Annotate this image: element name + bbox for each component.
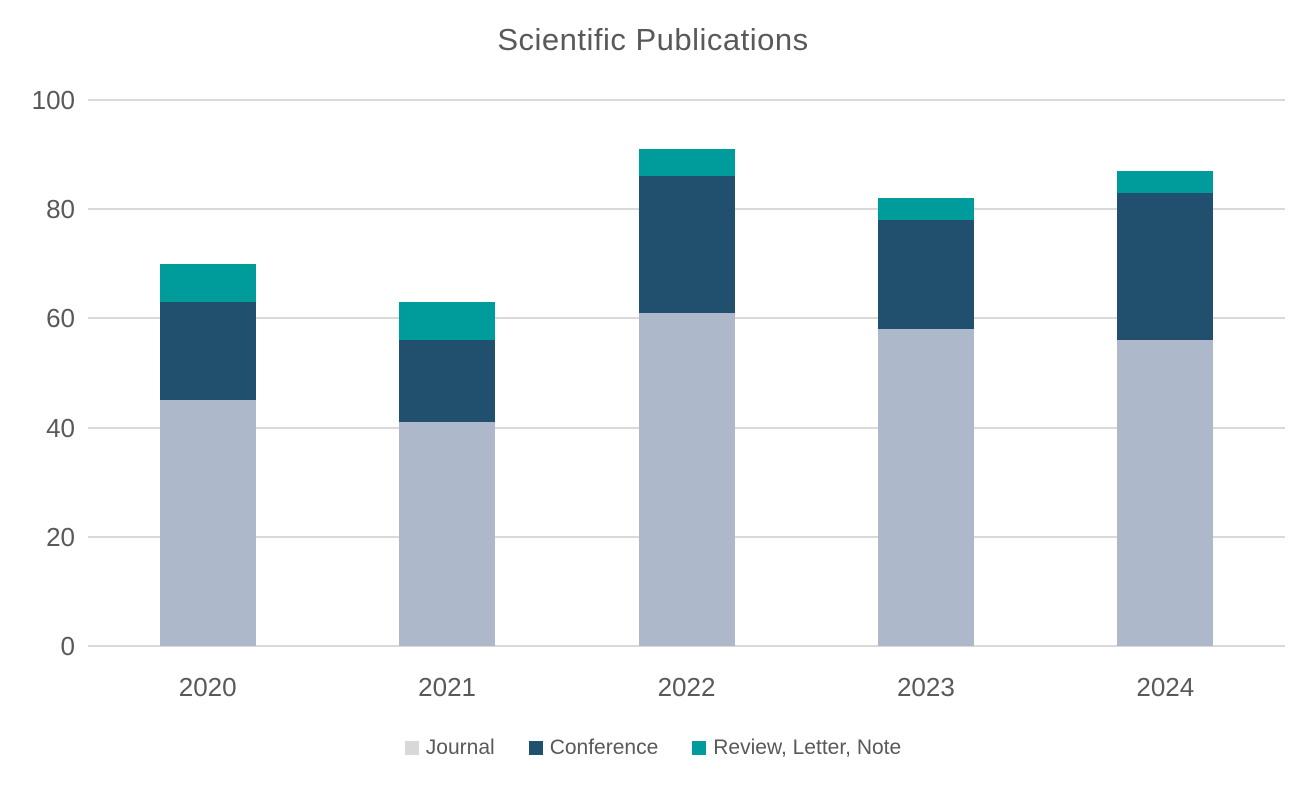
legend-swatch-conference-icon bbox=[528, 741, 543, 755]
bar-2023 bbox=[877, 100, 974, 646]
y-tick-label-20: 20 bbox=[46, 521, 75, 552]
chart-title: Scientific Publications bbox=[497, 22, 809, 57]
gridline-100 bbox=[88, 99, 1285, 101]
x-tick-label-2021: 2021 bbox=[418, 672, 477, 702]
bar-segment-2022-review-letter-note bbox=[638, 149, 735, 177]
legend: Journal Conference Review, Letter, Note bbox=[0, 736, 1306, 760]
y-tick-label-60: 60 bbox=[46, 303, 75, 334]
bar-segment-2024-review-letter-note bbox=[1117, 171, 1214, 193]
legend-swatch-review-letter-note-icon bbox=[692, 741, 707, 755]
x-tick-label-2023: 2023 bbox=[896, 672, 955, 702]
bar-segment-2020-review-letter-note bbox=[159, 263, 256, 303]
gridline-0 bbox=[88, 645, 1285, 647]
bar-segment-2022-conference bbox=[638, 176, 735, 313]
bar-2021 bbox=[399, 100, 496, 646]
bar-segment-2024-conference bbox=[1117, 192, 1214, 341]
bar-segment-2020-conference bbox=[159, 302, 256, 401]
legend-item-conference: Conference bbox=[528, 736, 659, 760]
y-tick-label-100: 100 bbox=[31, 85, 75, 115]
legend-label-conference: Conference bbox=[549, 736, 659, 759]
bars bbox=[88, 100, 1285, 646]
bar-segment-2022-journal bbox=[638, 312, 735, 646]
bar-segment-2023-journal bbox=[877, 329, 974, 646]
y-tick-label-80: 80 bbox=[46, 194, 75, 225]
legend-swatch-journal-icon bbox=[404, 741, 419, 755]
x-tick-label-2020: 2020 bbox=[178, 672, 237, 702]
x-tick-label-2024: 2024 bbox=[1136, 672, 1195, 702]
y-tick-label-0: 0 bbox=[60, 631, 75, 661]
bar-2024 bbox=[1117, 100, 1214, 646]
bar-segment-2020-journal bbox=[159, 400, 256, 646]
bar-2022 bbox=[638, 100, 735, 646]
x-axis: 2020 2021 2022 2023 2024 bbox=[88, 672, 1285, 706]
legend-item-journal: Journal bbox=[404, 736, 495, 760]
y-tick-label-40: 40 bbox=[46, 412, 75, 443]
bar-segment-2023-review-letter-note bbox=[877, 198, 974, 221]
bar-segment-2024-journal bbox=[1117, 340, 1214, 646]
plot-area bbox=[88, 99, 1285, 647]
bar-segment-2023-conference bbox=[877, 220, 974, 330]
legend-label-review-letter-note: Review, Letter, Note bbox=[713, 736, 902, 759]
x-tick-label-2022: 2022 bbox=[657, 672, 716, 702]
bar-2020 bbox=[159, 100, 256, 646]
y-axis: 0 20 40 60 80 100 bbox=[0, 85, 75, 661]
bar-segment-2021-conference bbox=[399, 340, 496, 423]
bar-segment-2021-review-letter-note bbox=[399, 302, 496, 341]
legend-label-journal: Journal bbox=[425, 736, 495, 759]
legend-item-review-letter-note: Review, Letter, Note bbox=[692, 736, 901, 760]
bar-segment-2021-journal bbox=[399, 422, 496, 646]
